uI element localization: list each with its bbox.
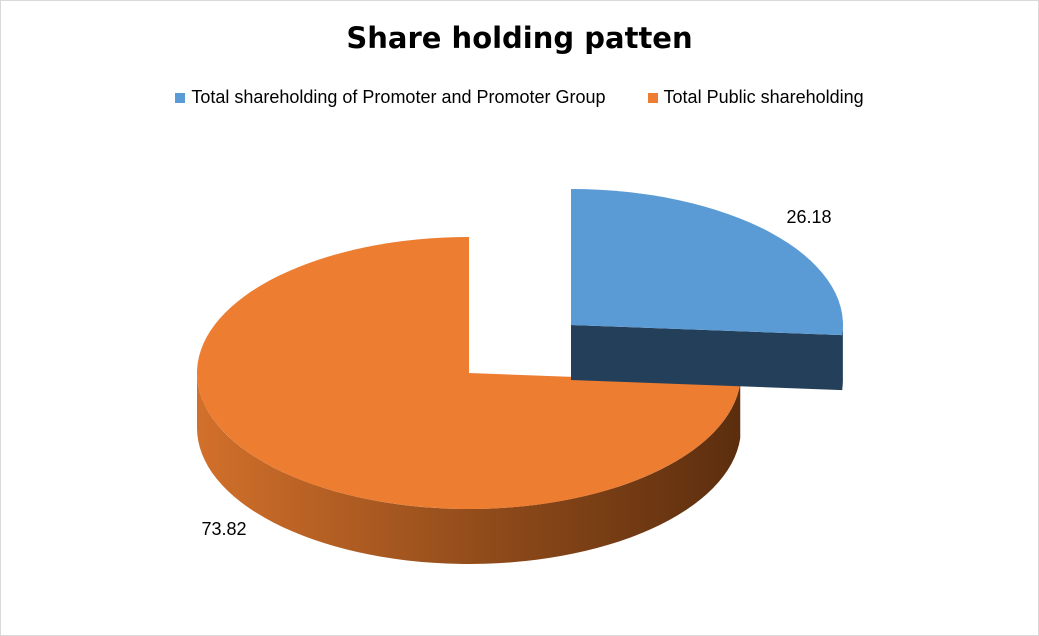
legend-label-public: Total Public shareholding [663, 87, 864, 107]
chart-legend: Total shareholding of Promoter and Promo… [1, 87, 1038, 108]
legend-swatch-public [647, 92, 658, 103]
chart-title: Share holding patten [346, 21, 693, 55]
slice-top-promoter [571, 189, 843, 336]
legend-item-public: Total Public shareholding [647, 87, 864, 108]
slice-cut-promoter [571, 325, 843, 391]
data-label-promoter: 26.18 [786, 207, 831, 227]
slice-side-promoter [842, 325, 843, 391]
legend-swatch-promoter [175, 92, 186, 103]
slice-side-public [197, 373, 741, 564]
slice-top-public [196, 237, 741, 509]
pie-slice-public [196, 237, 741, 564]
data-label-public: 73.82 [201, 519, 246, 539]
legend-item-promoter: Total shareholding of Promoter and Promo… [175, 87, 606, 108]
legend-label-promoter: Total shareholding of Promoter and Promo… [191, 87, 606, 107]
pie-slice-promoter [571, 189, 843, 391]
